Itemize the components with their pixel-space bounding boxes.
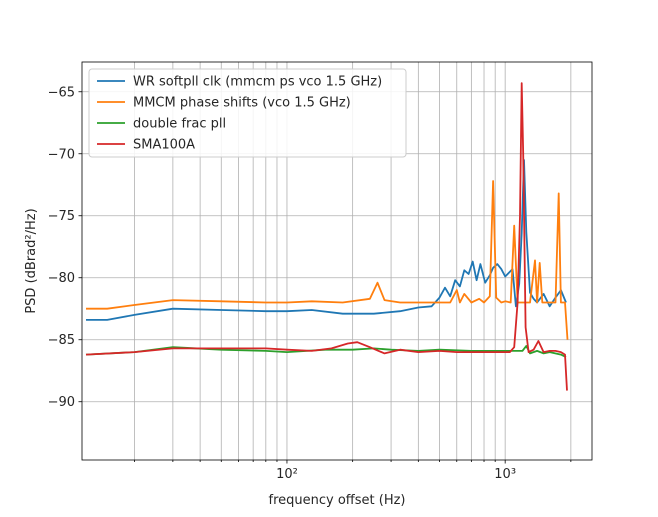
legend-entry-label: double frac pll <box>133 117 226 132</box>
series-line-3 <box>85 345 567 358</box>
plot-frame <box>81 61 593 461</box>
x-tick-label: 10² <box>276 467 298 482</box>
series-line-2 <box>86 180 569 340</box>
axis-ticks: 10² 10³ −90 −85 −80 −75 −70 −65 <box>48 85 572 482</box>
y-tick-label: −75 <box>48 209 75 224</box>
series-line-4 <box>85 82 568 391</box>
y-tick-label: −70 <box>48 147 75 162</box>
legend-box <box>88 68 407 158</box>
legend-entry-label: SMA100A <box>133 138 195 153</box>
y-tick-label: −65 <box>48 85 75 100</box>
y-tick-label: −85 <box>48 333 75 348</box>
legend: WR softpll clk (mmcm ps vco 1.5 GHz) MMCM… <box>88 68 407 158</box>
x-tick-label: 10³ <box>494 467 516 482</box>
x-axis-label: frequency offset (Hz) <box>269 493 406 508</box>
y-tick-label: −90 <box>48 395 75 410</box>
legend-entry-label: WR softpll clk (mmcm ps vco 1.5 GHz) <box>133 75 382 90</box>
y-tick-label: −80 <box>48 271 75 286</box>
series-lines <box>85 82 569 391</box>
y-axis-label: PSD (dBrad²/Hz) <box>24 208 39 313</box>
series-line-1 <box>86 159 567 321</box>
legend-entry-label: MMCM phase shifts (vco 1.5 GHz) <box>133 96 351 111</box>
